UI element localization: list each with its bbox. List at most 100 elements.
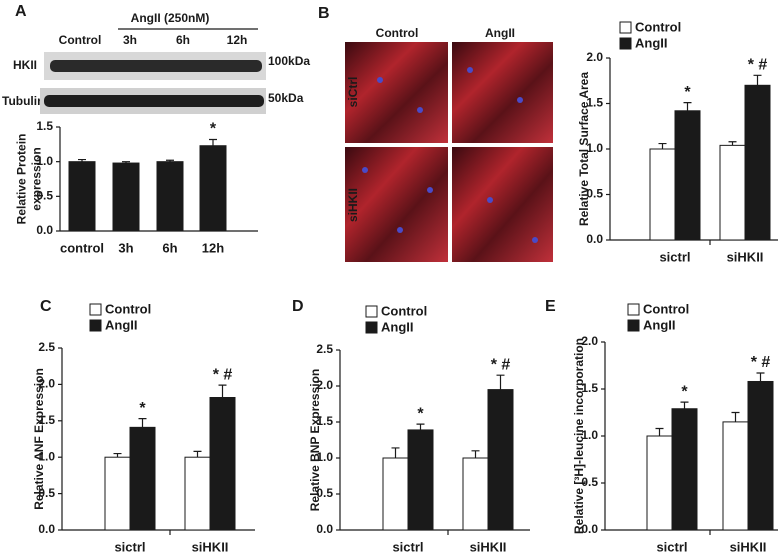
x-tick-label: siHKII — [727, 249, 764, 264]
micrograph-image — [345, 42, 448, 143]
significance-mark: * # — [751, 354, 771, 371]
error-bar — [166, 159, 174, 162]
error-bar — [731, 411, 740, 422]
bar — [209, 397, 236, 531]
panel-letter: A — [15, 3, 27, 20]
legend-label: AngII — [635, 35, 668, 50]
row-label: HKII — [13, 58, 37, 72]
error-bar — [416, 423, 425, 430]
size-label: 100kDa — [268, 54, 310, 68]
y-tick-label: 1.5 — [586, 96, 603, 110]
significance-mark: * — [139, 400, 146, 417]
legend-label: AngII — [381, 319, 414, 334]
x-tick-label: control — [60, 240, 104, 255]
bar — [719, 144, 746, 241]
y-tick-label: 2.0 — [316, 378, 333, 392]
error-bar — [122, 161, 130, 164]
bar — [744, 84, 771, 241]
y-tick-label: 0.0 — [38, 522, 55, 536]
micrograph-image — [345, 147, 448, 262]
x-tick-label: sictrl — [392, 539, 423, 554]
bar — [156, 161, 184, 232]
y-axis-label: Relative [³H]-leucine incorporation — [572, 338, 586, 534]
legend-label: Control — [643, 301, 689, 316]
legend-swatch — [627, 303, 640, 316]
y-tick-label: 1.5 — [581, 381, 598, 395]
y-tick-label: 0.0 — [581, 522, 598, 536]
panel-letter: C — [40, 298, 52, 315]
bar — [674, 110, 701, 241]
y-axis-label: Relative ANF Expression — [32, 368, 46, 510]
legend-swatch — [365, 321, 378, 334]
y-tick-label: 2.0 — [581, 334, 598, 348]
bar — [199, 145, 227, 232]
y-tick-label: 1.5 — [316, 414, 333, 428]
x-tick-label: 6h — [162, 240, 177, 255]
y-tick-label: 2.0 — [38, 377, 55, 391]
y-tick-label: 1.5 — [36, 119, 53, 133]
column-label: Control — [376, 26, 419, 40]
band — [50, 60, 262, 72]
error-bar — [683, 101, 692, 111]
error-bar — [193, 450, 202, 458]
significance-mark: * — [210, 121, 217, 138]
error-bar — [680, 401, 689, 409]
y-axis-label: Relative Protein — [15, 134, 29, 225]
micrograph-image — [452, 147, 553, 262]
bar — [649, 148, 676, 241]
size-label: 50kDa — [268, 91, 304, 105]
x-tick-label: 12h — [202, 240, 224, 255]
bar — [722, 421, 749, 531]
column-label: AngII — [485, 26, 515, 40]
panel-letter: D — [292, 298, 304, 315]
x-tick-label: siHKII — [730, 539, 767, 554]
legend-swatch — [619, 21, 632, 34]
y-axis-label: expression — [30, 147, 44, 210]
y-tick-label: 1.0 — [36, 154, 53, 168]
panel-letter: B — [318, 5, 330, 22]
bar — [462, 457, 489, 531]
y-tick-label: 2.5 — [38, 340, 55, 354]
significance-mark: * — [684, 84, 691, 101]
y-tick-label: 0.0 — [36, 223, 53, 237]
error-bar — [138, 418, 147, 428]
y-tick-label: 2.5 — [316, 342, 333, 356]
panel-letter: E — [545, 298, 556, 315]
y-tick-label: 1.0 — [38, 449, 55, 463]
y-tick-label: 1.0 — [316, 450, 333, 464]
bar — [407, 429, 434, 531]
legend-label: Control — [105, 301, 151, 316]
significance-mark: * # — [748, 57, 768, 74]
bar — [646, 435, 673, 531]
bar — [487, 389, 514, 531]
significance-mark: * — [681, 383, 688, 400]
bar — [382, 457, 409, 531]
x-tick-label: siHKII — [192, 539, 229, 554]
legend-label: AngII — [643, 317, 676, 332]
significance-mark: * — [417, 405, 424, 422]
x-tick-label: sictrl — [656, 539, 687, 554]
legend-label: AngII — [105, 317, 138, 332]
error-bar — [496, 374, 505, 390]
error-bar — [218, 384, 227, 398]
y-tick-label: 2.0 — [586, 50, 603, 64]
y-tick-label: 1.5 — [38, 413, 55, 427]
legend-swatch — [365, 305, 378, 318]
row-label: Tubulin — [2, 94, 44, 108]
error-bar — [658, 142, 667, 149]
y-axis-label: Relative BNP Expression — [308, 369, 322, 512]
legend-swatch — [619, 37, 632, 50]
error-bar — [391, 447, 400, 458]
y-tick-label: 1.0 — [581, 428, 598, 442]
error-bar — [209, 138, 217, 146]
lane-label: 3h — [123, 33, 137, 47]
bar — [68, 161, 96, 232]
y-tick-label: 1.0 — [586, 141, 603, 155]
row-label: siCtrl — [346, 77, 360, 108]
bar — [184, 456, 211, 531]
row-label: siHKII — [346, 188, 360, 222]
error-bar — [113, 452, 122, 458]
error-bar — [753, 74, 762, 86]
significance-mark: * # — [213, 366, 233, 383]
